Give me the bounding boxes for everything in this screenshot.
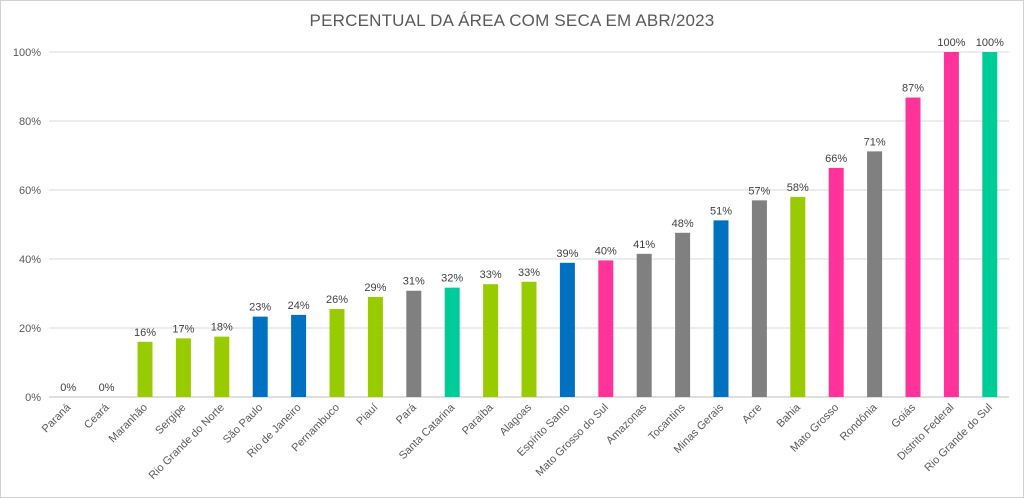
- data-label: 26%: [326, 294, 348, 306]
- data-label: 33%: [518, 267, 540, 279]
- category-label: Goiás: [889, 401, 918, 430]
- category-label: Paraíba: [460, 401, 496, 437]
- bar: [943, 52, 959, 397]
- y-tick-label: 40%: [19, 254, 41, 266]
- bar: [252, 316, 268, 397]
- bar: [675, 232, 691, 397]
- bar: [636, 253, 652, 397]
- data-label: 29%: [364, 282, 386, 294]
- bar: [905, 97, 921, 397]
- category-label: Rio Grande do Sul: [922, 402, 994, 474]
- category-label: Alagoas: [498, 401, 535, 438]
- bar: [867, 151, 883, 397]
- bar: [406, 290, 422, 397]
- data-labels: 0% 0% 16% 17% 18% 23% 24% 26% 29% 31% 32% 33% 33% 39%…: [60, 37, 1004, 394]
- data-label: 39%: [556, 248, 578, 260]
- chart-title: PERCENTUAL DA ÁREA COM SECA EM ABR/2023: [309, 11, 715, 30]
- data-label: 24%: [288, 300, 310, 312]
- data-label: 66%: [825, 153, 847, 165]
- category-label: Acre: [740, 402, 764, 426]
- bar: [483, 284, 499, 397]
- category-label: Maranhão: [107, 402, 151, 446]
- data-label: 57%: [748, 185, 770, 197]
- y-tick-label: 0%: [25, 392, 41, 404]
- bar: [367, 296, 383, 397]
- data-label: 31%: [403, 276, 425, 288]
- data-label: 18%: [211, 322, 233, 334]
- data-label: 51%: [710, 205, 732, 217]
- category-label: Piauí: [354, 402, 380, 428]
- data-label: 16%: [134, 327, 156, 339]
- bar: [137, 341, 153, 397]
- category-label: Rio Grande do Norte: [147, 402, 227, 482]
- data-label: 100%: [937, 37, 965, 49]
- bar: [521, 281, 537, 397]
- data-label: 100%: [976, 37, 1004, 49]
- data-label: 33%: [480, 269, 502, 281]
- category-label: Pará: [394, 401, 420, 427]
- bar: [329, 309, 345, 397]
- category-label: Bahia: [775, 401, 804, 430]
- bars: [137, 52, 998, 397]
- data-label: 71%: [864, 136, 886, 148]
- y-axis-ticks: 0% 20% 40% 60% 80% 100%: [13, 47, 41, 404]
- bar: [828, 167, 844, 397]
- category-label: Mato Grosso do Sul: [534, 402, 611, 479]
- data-label: 0%: [60, 382, 76, 394]
- bar: [175, 338, 191, 397]
- data-label: 58%: [787, 182, 809, 194]
- category-label: Paraná: [40, 401, 74, 435]
- bar: [982, 52, 998, 397]
- category-label: Rondônia: [838, 401, 880, 443]
- bar: [444, 287, 460, 397]
- data-label: 40%: [595, 245, 617, 257]
- bar: [598, 260, 614, 397]
- y-tick-label: 20%: [19, 323, 41, 335]
- y-tick-label: 60%: [19, 185, 41, 197]
- bar: [713, 220, 729, 397]
- category-label: Amazonas: [604, 401, 650, 447]
- category-label: Sergipe: [153, 402, 188, 437]
- data-label: 32%: [441, 273, 463, 285]
- bar: [291, 314, 307, 397]
- bar: [790, 196, 806, 397]
- y-tick-label: 100%: [13, 47, 41, 59]
- data-label: 41%: [633, 239, 655, 251]
- bar: [214, 336, 230, 397]
- data-label: 87%: [902, 83, 924, 95]
- category-label: Ceará: [82, 401, 112, 431]
- data-label: 0%: [99, 382, 115, 394]
- data-label: 17%: [172, 323, 194, 335]
- y-tick-label: 80%: [19, 116, 41, 128]
- data-label: 48%: [672, 218, 694, 230]
- data-label: 23%: [249, 302, 271, 314]
- bar: [559, 262, 575, 397]
- bar: [751, 200, 767, 397]
